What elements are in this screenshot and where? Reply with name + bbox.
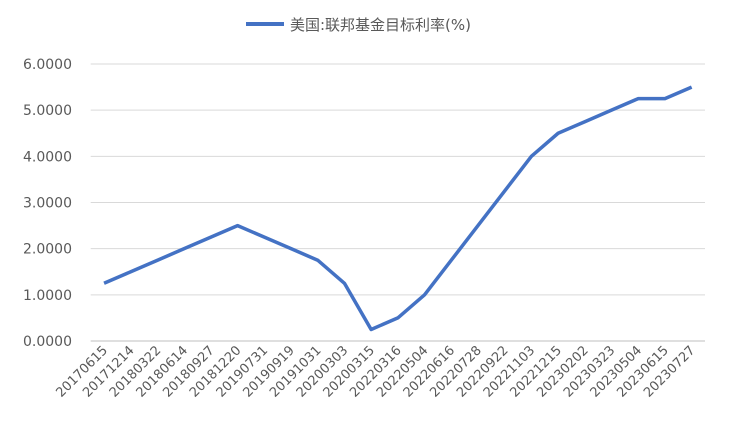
y-tick-label: 3.0000 [23, 196, 72, 212]
legend-label: 美国:联邦基金目标利率(%) [290, 16, 471, 34]
line [103, 85, 693, 332]
y-tick-label: 4.0000 [23, 149, 72, 165]
y-tick-label: 5.0000 [23, 103, 72, 119]
y-tick-label: 0.0000 [23, 334, 72, 350]
y-tick-label: 1.0000 [23, 288, 72, 304]
y-tick-label: 6.0000 [23, 57, 72, 73]
y-tick-label: 2.0000 [23, 242, 72, 258]
